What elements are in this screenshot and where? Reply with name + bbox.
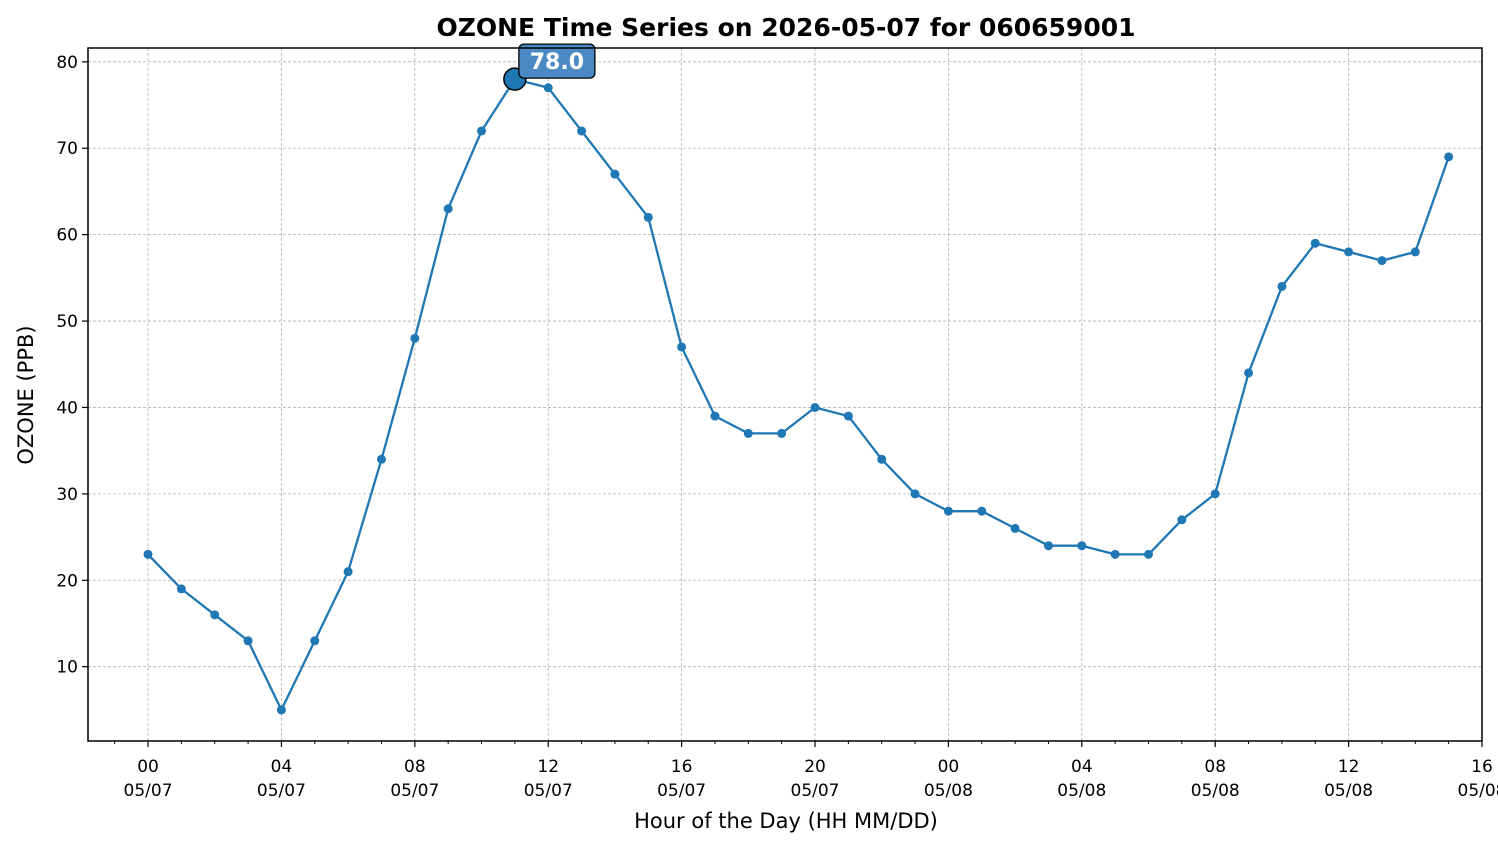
x-tick-label-date: 05/07 <box>524 781 573 801</box>
y-axis-label: OZONE (PPB) <box>14 325 38 464</box>
y-tick-label: 60 <box>56 226 78 246</box>
data-point <box>210 610 220 620</box>
x-tick-label-hour: 04 <box>271 757 293 777</box>
y-tick-label: 80 <box>56 53 78 73</box>
data-point <box>1144 549 1154 559</box>
data-point <box>1310 238 1320 248</box>
series-layer <box>143 74 1454 715</box>
data-point <box>1444 152 1454 162</box>
data-point <box>1277 281 1287 291</box>
data-point <box>176 584 186 594</box>
data-point <box>1377 256 1387 266</box>
x-tick-label-date: 05/08 <box>1057 781 1106 801</box>
data-point <box>877 454 887 464</box>
x-tick-label-hour: 12 <box>537 757 559 777</box>
data-point <box>1110 549 1120 559</box>
data-point <box>677 342 687 352</box>
data-point <box>1177 515 1187 525</box>
data-point <box>1210 489 1220 499</box>
x-tick-label-date: 05/08 <box>924 781 973 801</box>
data-point <box>376 454 386 464</box>
chart-title: OZONE Time Series on 2026-05-07 for 0606… <box>437 13 1136 42</box>
data-point <box>243 636 253 646</box>
y-tick-label: 40 <box>56 398 78 418</box>
x-tick-label-date: 05/07 <box>257 781 306 801</box>
x-tick-label-hour: 00 <box>938 757 960 777</box>
data-point <box>910 489 920 499</box>
y-tick-label: 50 <box>56 312 78 332</box>
data-point <box>1344 247 1354 257</box>
peak-label-box <box>518 43 596 79</box>
x-tick-label-hour: 00 <box>137 757 159 777</box>
x-tick-label-date: 05/07 <box>124 781 173 801</box>
y-tick-label: 30 <box>56 485 78 505</box>
data-point <box>143 549 153 559</box>
data-point <box>643 212 653 222</box>
plot-frame <box>87 47 1483 742</box>
x-tick-label-hour: 12 <box>1338 757 1360 777</box>
y-tick-label: 20 <box>56 571 78 591</box>
data-point <box>743 428 753 438</box>
x-tick-label-hour: 04 <box>1071 757 1093 777</box>
data-point <box>443 204 453 214</box>
x-tick-label-hour: 16 <box>671 757 693 777</box>
data-point <box>276 705 286 715</box>
x-tick-label-date: 05/08 <box>1191 781 1240 801</box>
data-point <box>710 411 720 421</box>
data-point <box>343 567 353 577</box>
data-point <box>1410 247 1420 257</box>
series-line <box>147 77 1450 712</box>
data-point <box>1043 541 1053 551</box>
y-tick-label: 70 <box>56 139 78 159</box>
x-axis: 00 05/07 04 05/07 08 05/07 12 05/07 16 05/07 20 05/… <box>114 741 1498 801</box>
x-axis-label: Hour of the Day (HH MM/DD) <box>634 809 938 833</box>
x-tick-label-hour: 08 <box>404 757 426 777</box>
data-point <box>610 169 620 179</box>
data-point <box>943 506 953 516</box>
peak-label: 78.0 <box>530 50 584 75</box>
x-tick-label-date: 05/07 <box>791 781 840 801</box>
grid-lines <box>88 48 1483 741</box>
data-point <box>777 428 787 438</box>
x-tick-label-date: 05/07 <box>657 781 706 801</box>
x-tick-label-hour: 16 <box>1471 757 1493 777</box>
y-tick-label: 10 <box>56 658 78 678</box>
peak-annotation: 78.0 <box>503 43 596 91</box>
data-point <box>810 402 820 412</box>
x-tick-label-date: 05/08 <box>1324 781 1373 801</box>
data-point <box>310 636 320 646</box>
data-point <box>1244 368 1254 378</box>
x-tick-label-hour: 08 <box>1204 757 1226 777</box>
data-point <box>1010 523 1020 533</box>
data-point <box>477 126 487 136</box>
x-tick-label-date: 05/08 <box>1458 781 1498 801</box>
x-tick-label-date: 05/07 <box>390 781 439 801</box>
y-axis: 10 20 30 40 50 60 70 80 <box>56 53 88 678</box>
data-point <box>577 126 587 136</box>
data-point <box>843 411 853 421</box>
data-point <box>410 333 420 343</box>
data-point <box>543 83 553 93</box>
x-tick-label-hour: 20 <box>804 757 826 777</box>
data-point <box>977 506 987 516</box>
data-point <box>1077 541 1087 551</box>
